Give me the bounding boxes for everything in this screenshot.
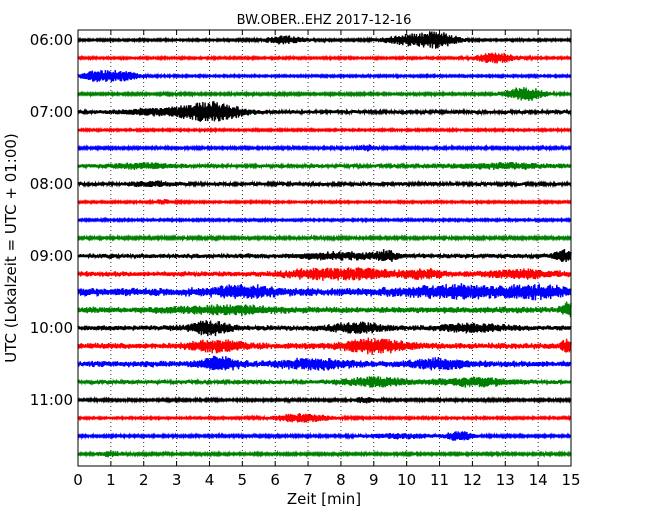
x-axis-label: Zeit [min]	[287, 490, 361, 508]
x-tick-label: 11	[430, 471, 449, 489]
axis-ticks: 0 1 2 3 4 5 6 7 8 9 10 11 12 13 14 1506:0007:0008:0009:…	[30, 30, 581, 489]
trace-line	[77, 337, 572, 355]
x-tick-label: 5	[238, 471, 248, 489]
x-tick-label: 3	[172, 471, 182, 489]
trace-line	[77, 283, 572, 301]
trace-line	[77, 31, 572, 49]
trace-line	[77, 126, 572, 134]
trace-line	[77, 431, 572, 441]
trace-line	[77, 198, 572, 206]
trace-line	[77, 101, 572, 122]
y-tick-label: 08:00	[30, 175, 73, 193]
x-tick-label: 0	[73, 471, 83, 489]
trace-line	[77, 143, 572, 153]
trace-line	[77, 248, 572, 262]
x-tick-label: 12	[463, 471, 482, 489]
x-tick-label: 1	[106, 471, 116, 489]
x-tick-label: 10	[397, 471, 416, 489]
y-axis-label: UTC (Lokalzeit = UTC + 01:00)	[2, 133, 20, 363]
x-tick-label: 13	[496, 471, 515, 489]
x-tick-label: 8	[336, 471, 346, 489]
x-tick-label: 4	[205, 471, 215, 489]
x-tick-label: 14	[529, 471, 548, 489]
trace-line	[77, 301, 572, 318]
plot-frame	[77, 29, 572, 467]
trace-line	[77, 355, 572, 371]
trace-line	[77, 216, 572, 224]
x-tick-label: 15	[561, 471, 580, 489]
x-tick-label: 9	[369, 471, 379, 489]
y-tick-label: 07:00	[30, 103, 73, 121]
trace-line	[77, 179, 572, 189]
y-tick-label: 06:00	[30, 31, 73, 49]
trace-line	[77, 376, 572, 388]
y-tick-label: 11:00	[30, 391, 73, 409]
trace-line	[77, 233, 572, 243]
trace-line	[77, 267, 572, 281]
trace-group	[77, 31, 572, 459]
y-tick-label: 09:00	[30, 247, 73, 265]
trace-line	[77, 87, 572, 101]
trace-line	[77, 70, 572, 83]
chart-title: BW.OBER..EHZ 2017-12-16	[237, 13, 412, 28]
trace-line	[77, 162, 572, 171]
trace-line	[77, 395, 572, 405]
trace-line	[77, 413, 572, 423]
x-tick-label: 7	[303, 471, 313, 489]
trace-line	[77, 52, 572, 64]
trace-line	[77, 320, 572, 337]
y-tick-label: 10:00	[30, 319, 73, 337]
trace-line	[77, 449, 572, 459]
grid-lines	[110, 30, 539, 466]
x-tick-label: 2	[139, 471, 149, 489]
x-tick-label: 6	[270, 471, 280, 489]
